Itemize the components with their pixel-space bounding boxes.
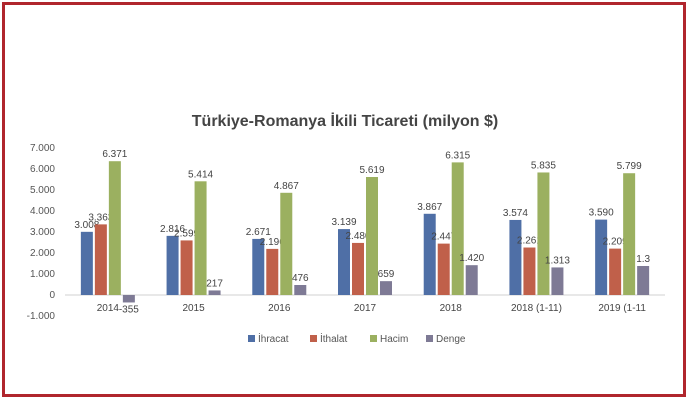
data-label: 476	[292, 273, 309, 284]
y-tick-label: 0	[49, 290, 55, 301]
x-tick-label: 2018	[440, 303, 463, 314]
x-tick-label: 2019 (1-11	[598, 303, 646, 314]
data-label: 3.867	[417, 202, 442, 213]
legend: İhracat İthalat Hacim Denge	[248, 332, 466, 345]
data-label: 2.816	[160, 224, 185, 235]
data-label: 3.590	[589, 208, 614, 219]
legend-entry: İhracat	[258, 332, 289, 345]
legend-swatch	[248, 335, 255, 342]
x-axis: 2014 2015 2016 2017 2018 2018 (1-11) 2019 (1-1…	[97, 303, 647, 314]
x-tick-label: 2017	[354, 303, 377, 314]
bar-denge-2	[294, 285, 307, 295]
bar-i-hracat-3	[338, 229, 350, 295]
y-tick-label: 4.000	[30, 206, 55, 217]
x-tick-label: 2014	[97, 303, 120, 314]
legend-swatch	[310, 335, 317, 342]
legend-entry: Denge	[436, 334, 466, 345]
bar-hacim-4	[451, 162, 464, 295]
data-label: 3.139	[331, 217, 356, 228]
data-label: 2.447	[431, 232, 456, 243]
y-tick-label: 3.000	[30, 227, 55, 238]
bar-i-hracat-1	[166, 235, 179, 295]
data-label: 1.3	[636, 254, 650, 265]
legend-entry: İthalat	[320, 332, 347, 345]
bar-i-hracat-6	[595, 219, 608, 295]
data-label: -355	[119, 304, 139, 315]
y-tick-label: 2.000	[30, 248, 55, 259]
data-label: 1.420	[459, 253, 484, 264]
bar-i-hracat-5	[509, 219, 522, 295]
bar-i-thalat-0	[94, 224, 107, 295]
bar-i-hracat-0	[80, 231, 93, 295]
data-label: 2.599	[174, 228, 199, 239]
legend-swatch	[370, 335, 377, 342]
data-label: 2.261	[517, 236, 542, 247]
y-axis: 7.000 6.000 5.000 4.000 3.000 2.000 1.000 0 -1.0…	[27, 143, 665, 322]
bar-hacim-1	[194, 181, 207, 295]
bar-i-hracat-2	[252, 238, 265, 295]
data-label: 5.619	[359, 165, 384, 176]
chart-title: Türkiye-Romanya İkili Ticareti (milyon $…	[192, 112, 498, 130]
data-label: 5.799	[617, 161, 642, 172]
data-label: 2.196	[260, 237, 285, 248]
data-label: 6.315	[445, 150, 470, 161]
bar-denge-5	[551, 267, 564, 295]
y-tick-label: 5.000	[30, 185, 55, 196]
y-tick-label: 6.000	[30, 164, 55, 175]
data-label: 2.209	[603, 237, 628, 248]
data-label: 659	[378, 269, 395, 280]
bar-i-thalat-2	[266, 248, 279, 295]
bar-hacim-0	[108, 161, 121, 295]
y-tick-label: 1.000	[30, 269, 55, 280]
bar-denge-0	[122, 295, 135, 303]
bar-denge-3	[380, 281, 392, 295]
data-label: 6.371	[102, 149, 127, 160]
bar-i-thalat-1	[180, 240, 193, 295]
data-label: 5.414	[188, 169, 213, 180]
y-tick-label: 7.000	[30, 143, 55, 154]
data-label: 2.671	[246, 227, 271, 238]
x-tick-label: 2016	[268, 303, 291, 314]
data-label: 1.313	[545, 255, 570, 266]
bar-denge-1	[208, 290, 221, 295]
bar-denge-6	[637, 265, 650, 295]
y-tick-label: -1.000	[27, 311, 56, 322]
legend-entry: Hacim	[380, 334, 408, 345]
x-tick-label: 2018 (1-11)	[511, 303, 562, 314]
bar-i-thalat-4	[437, 243, 450, 295]
bar-denge-4	[465, 265, 478, 295]
bar-hacim-5	[537, 172, 550, 295]
data-label: 3.574	[503, 208, 528, 219]
data-label: 217	[206, 278, 223, 289]
data-label: 3.363	[88, 212, 113, 223]
data-label: 5.835	[531, 160, 556, 171]
bar-hacim-3	[366, 177, 378, 295]
data-label: 3.008	[74, 220, 99, 231]
bar-i-thalat-6	[609, 248, 622, 295]
bar-i-thalat-5	[523, 247, 536, 295]
bar-hacim-6	[623, 173, 636, 295]
legend-swatch	[426, 335, 433, 342]
data-label: 2.480	[345, 231, 370, 242]
bar-i-hracat-4	[423, 213, 436, 295]
x-tick-label: 2015	[182, 303, 205, 314]
bar-i-thalat-3	[352, 242, 364, 295]
bar-hacim-2	[280, 192, 293, 295]
data-label: 4.867	[274, 181, 299, 192]
